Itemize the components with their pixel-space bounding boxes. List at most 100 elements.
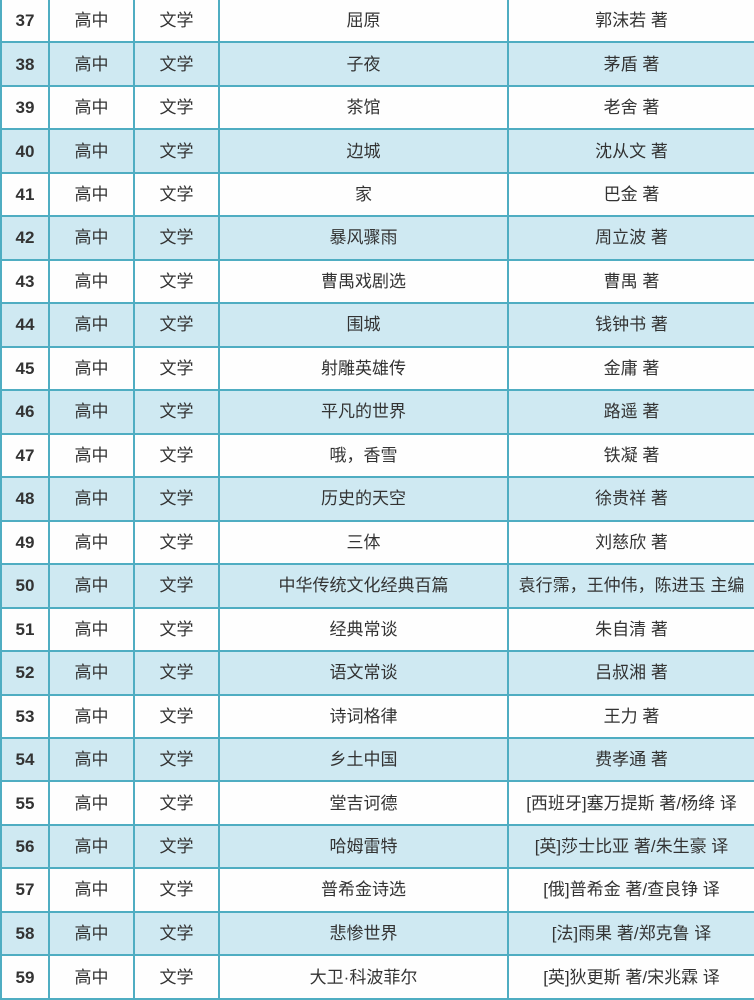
table-row: 55 高中 文学 堂吉诃德 [西班牙]塞万提斯 著/杨绛 译 — [0, 780, 754, 826]
category-cell: 文学 — [133, 954, 220, 1000]
school-level-cell: 高中 — [48, 736, 135, 783]
book-title-cell: 中华传统文化经典百篇 — [218, 563, 509, 609]
category-cell: 文学 — [133, 302, 220, 348]
book-title-cell: 射雕英雄传 — [218, 345, 509, 392]
category-cell: 文学 — [133, 476, 220, 522]
table-row: 56 高中 文学 哈姆雷特 [英]莎士比亚 著/朱生豪 译 — [0, 823, 754, 870]
author-cell: 徐贵祥 著 — [507, 476, 754, 522]
category-cell: 文学 — [133, 736, 220, 783]
table-row: 52 高中 文学 语文常谈 吕叔湘 著 — [0, 650, 754, 696]
table-row: 42 高中 文学 暴风骤雨 周立波 著 — [0, 215, 754, 261]
row-number-cell: 59 — [0, 954, 50, 1000]
category-cell: 文学 — [133, 693, 220, 739]
book-title-cell: 乡土中国 — [218, 736, 509, 783]
author-cell: 铁凝 著 — [507, 432, 754, 479]
category-cell: 文学 — [133, 650, 220, 696]
category-cell: 文学 — [133, 171, 220, 218]
author-cell: 巴金 著 — [507, 171, 754, 218]
school-level-cell: 高中 — [48, 128, 135, 174]
author-cell: 金庸 著 — [507, 345, 754, 392]
category-cell: 文学 — [133, 345, 220, 392]
row-number-cell: 41 — [0, 171, 50, 218]
category-cell: 文学 — [133, 780, 220, 826]
table-row: 39 高中 文学 茶馆 老舍 著 — [0, 84, 754, 131]
school-level-cell: 高中 — [48, 258, 135, 305]
book-title-cell: 边城 — [218, 128, 509, 174]
table-row: 38 高中 文学 子夜 茅盾 著 — [0, 41, 754, 87]
book-title-cell: 哈姆雷特 — [218, 823, 509, 870]
school-level-cell: 高中 — [48, 389, 135, 435]
row-number-cell: 52 — [0, 650, 50, 696]
book-title-cell: 语文常谈 — [218, 650, 509, 696]
row-number-cell: 40 — [0, 128, 50, 174]
category-cell: 文学 — [133, 867, 220, 913]
book-title-cell: 曹禺戏剧选 — [218, 258, 509, 305]
book-title-cell: 三体 — [218, 519, 509, 566]
table-row: 48 高中 文学 历史的天空 徐贵祥 著 — [0, 476, 754, 522]
table-row: 51 高中 文学 经典常谈 朱自清 著 — [0, 606, 754, 653]
category-cell: 文学 — [133, 823, 220, 870]
book-title-cell: 茶馆 — [218, 84, 509, 131]
school-level-cell: 高中 — [48, 693, 135, 739]
row-number-cell: 44 — [0, 302, 50, 348]
author-cell: 钱钟书 著 — [507, 302, 754, 348]
book-title-cell: 暴风骤雨 — [218, 215, 509, 261]
school-level-cell: 高中 — [48, 519, 135, 566]
school-level-cell: 高中 — [48, 867, 135, 913]
table-row: 53 高中 文学 诗词格律 王力 著 — [0, 693, 754, 739]
school-level-cell: 高中 — [48, 0, 135, 44]
category-cell: 文学 — [133, 258, 220, 305]
row-number-cell: 48 — [0, 476, 50, 522]
row-number-cell: 37 — [0, 0, 50, 44]
category-cell: 文学 — [133, 215, 220, 261]
author-cell: [英]狄更斯 著/宋兆霖 译 — [507, 954, 754, 1000]
author-cell: 朱自清 著 — [507, 606, 754, 653]
row-number-cell: 55 — [0, 780, 50, 826]
book-title-cell: 哦，香雪 — [218, 432, 509, 479]
school-level-cell: 高中 — [48, 171, 135, 218]
category-cell: 文学 — [133, 519, 220, 566]
book-title-cell: 普希金诗选 — [218, 867, 509, 913]
school-level-cell: 高中 — [48, 780, 135, 826]
category-cell: 文学 — [133, 128, 220, 174]
category-cell: 文学 — [133, 563, 220, 609]
row-number-cell: 54 — [0, 736, 50, 783]
table-row: 45 高中 文学 射雕英雄传 金庸 著 — [0, 345, 754, 392]
table-row: 50 高中 文学 中华传统文化经典百篇 袁行霈，王仲伟，陈进玉 主编 — [0, 563, 754, 609]
school-level-cell: 高中 — [48, 41, 135, 87]
book-title-cell: 诗词格律 — [218, 693, 509, 739]
book-title-cell: 屈原 — [218, 0, 509, 44]
book-title-cell: 历史的天空 — [218, 476, 509, 522]
row-number-cell: 58 — [0, 910, 50, 957]
table-row: 58 高中 文学 悲惨世界 [法]雨果 著/郑克鲁 译 — [0, 910, 754, 957]
table-row: 59 高中 文学 大卫·科波菲尔 [英]狄更斯 著/宋兆霖 译 — [0, 954, 754, 1000]
table-row: 54 高中 文学 乡土中国 费孝通 著 — [0, 736, 754, 783]
table-row: 46 高中 文学 平凡的世界 路遥 著 — [0, 389, 754, 435]
row-number-cell: 38 — [0, 41, 50, 87]
row-number-cell: 45 — [0, 345, 50, 392]
table-row: 43 高中 文学 曹禺戏剧选 曹禺 著 — [0, 258, 754, 305]
author-cell: 袁行霈，王仲伟，陈进玉 主编 — [507, 563, 754, 609]
row-number-cell: 57 — [0, 867, 50, 913]
school-level-cell: 高中 — [48, 432, 135, 479]
author-cell: 路遥 著 — [507, 389, 754, 435]
school-level-cell: 高中 — [48, 476, 135, 522]
book-title-cell: 堂吉诃德 — [218, 780, 509, 826]
table-row: 44 高中 文学 围城 钱钟书 著 — [0, 302, 754, 348]
book-title-cell: 子夜 — [218, 41, 509, 87]
table-row: 40 高中 文学 边城 沈从文 著 — [0, 128, 754, 174]
category-cell: 文学 — [133, 389, 220, 435]
category-cell: 文学 — [133, 606, 220, 653]
author-cell: 费孝通 著 — [507, 736, 754, 783]
table-row: 37 高中 文学 屈原 郭沫若 著 — [0, 0, 754, 44]
author-cell: 郭沫若 著 — [507, 0, 754, 44]
table-row: 57 高中 文学 普希金诗选 [俄]普希金 著/查良铮 译 — [0, 867, 754, 913]
school-level-cell: 高中 — [48, 606, 135, 653]
book-title-cell: 经典常谈 — [218, 606, 509, 653]
school-level-cell: 高中 — [48, 954, 135, 1000]
category-cell: 文学 — [133, 41, 220, 87]
book-title-cell: 大卫·科波菲尔 — [218, 954, 509, 1000]
